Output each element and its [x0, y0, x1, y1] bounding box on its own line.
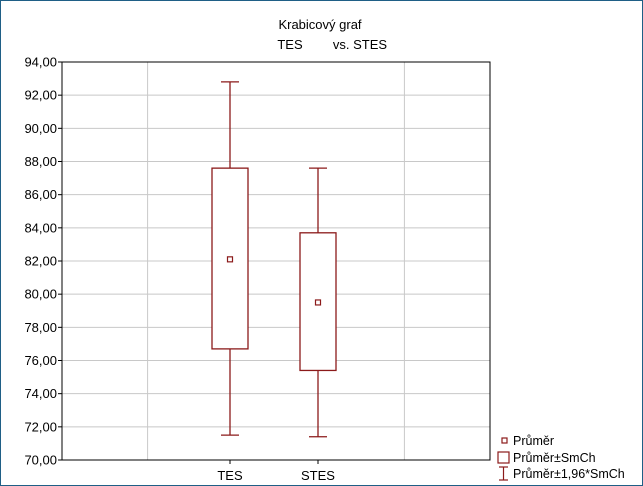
box-tes: [211, 81, 249, 436]
y-tick-label: 92,00: [24, 88, 57, 103]
y-tick-label: 86,00: [24, 187, 57, 202]
mean-marker: [226, 256, 234, 263]
y-tick-label: 80,00: [24, 287, 57, 302]
y-tick-label: 88,00: [24, 154, 57, 169]
x-axis-ticks: TES STES: [217, 460, 335, 483]
y-tick-label: 74,00: [24, 386, 57, 401]
y-tick-label: 84,00: [24, 220, 57, 235]
x-tick-label: STES: [301, 468, 335, 483]
plot-area: [61, 61, 491, 461]
chart-title: Krabicový graf: [278, 17, 361, 32]
boxes: [211, 81, 337, 438]
y-tick-label: 76,00: [24, 353, 57, 368]
legend-whisker-label: Průměr±1,96*SmCh: [513, 467, 625, 481]
legend-whisker-marker: [499, 466, 508, 481]
y-tick-label: 94,00: [24, 55, 57, 70]
box-stes: [299, 167, 337, 438]
legend-mean-marker: [501, 437, 508, 444]
box-rect: [299, 232, 337, 372]
legend-box-marker: [497, 451, 510, 464]
y-tick-label: 82,00: [24, 254, 57, 269]
legend-box-label: Průměr±SmCh: [513, 451, 596, 465]
y-tick-label: 90,00: [24, 121, 57, 136]
chart-subtitle-right: vs. STES: [333, 37, 388, 52]
legend-mean-label: Průměr: [513, 434, 554, 448]
x-grid-lines: [147, 62, 405, 460]
box-rect: [211, 167, 249, 350]
y-tick-label: 78,00: [24, 320, 57, 335]
y-tick-label: 72,00: [24, 419, 57, 434]
legend: Průměr Průměr±SmCh Průměr±1,96*SmCh: [497, 434, 625, 481]
x-tick-label: TES: [217, 468, 243, 483]
y-axis-ticks: 70,00 72,00 74,00 76,00 78,00 80,00 82,00 84,00…: [24, 55, 62, 468]
chart-subtitle-left: TES: [277, 37, 303, 52]
grid-lines: [62, 94, 490, 428]
y-tick-label: 70,00: [24, 453, 57, 468]
mean-marker: [314, 299, 322, 306]
